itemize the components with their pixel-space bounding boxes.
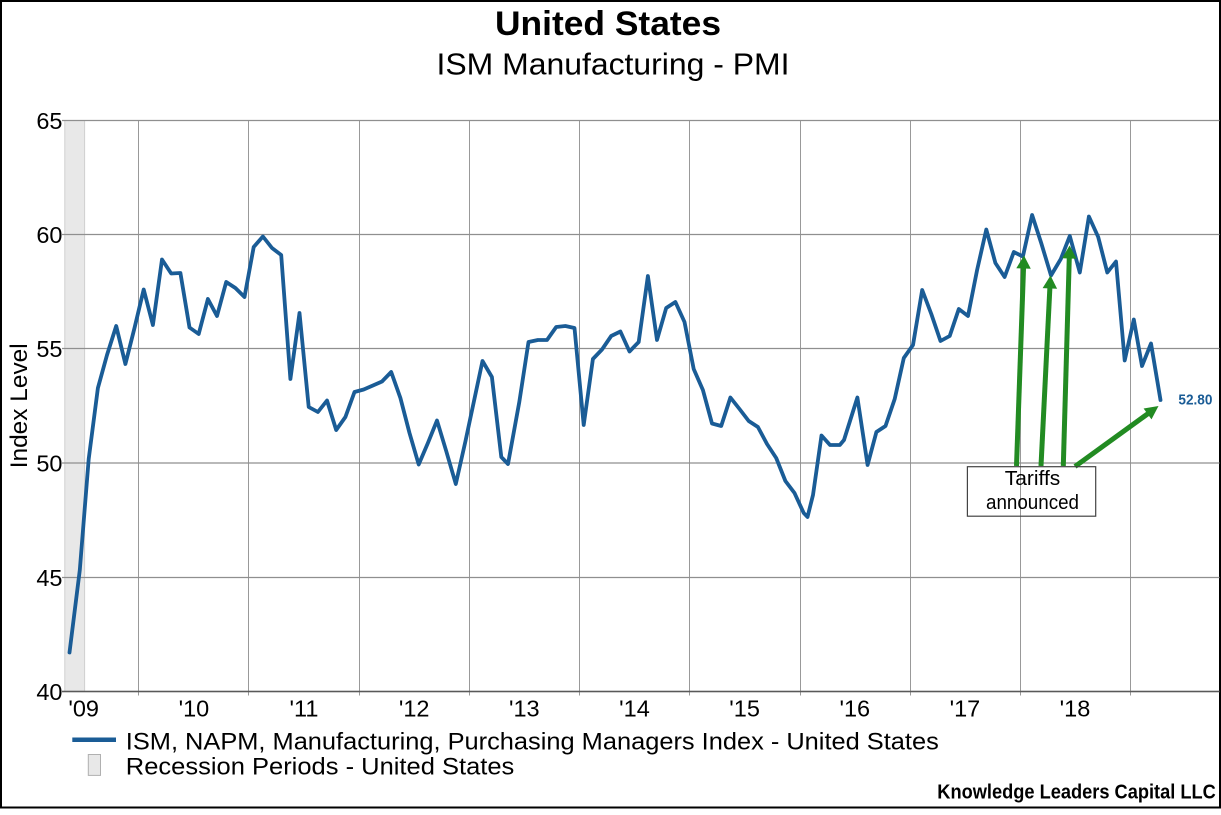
svg-text:'10: '10 xyxy=(179,696,210,722)
svg-text:announced: announced xyxy=(986,492,1079,514)
svg-text:'17: '17 xyxy=(950,696,981,722)
svg-text:'18: '18 xyxy=(1060,696,1091,722)
svg-text:'12: '12 xyxy=(399,696,430,722)
svg-text:45: 45 xyxy=(36,565,62,591)
svg-text:'13: '13 xyxy=(509,696,540,722)
svg-text:60: 60 xyxy=(36,222,62,248)
svg-text:50: 50 xyxy=(36,451,62,477)
svg-text:'09: '09 xyxy=(68,696,99,722)
svg-text:ISM Manufacturing - PMI: ISM Manufacturing - PMI xyxy=(437,47,790,82)
svg-text:Tariffs: Tariffs xyxy=(1005,468,1061,490)
svg-text:Index Level: Index Level xyxy=(6,343,33,468)
svg-text:ISM, NAPM, Manufacturing, Purc: ISM, NAPM, Manufacturing, Purchasing Man… xyxy=(126,729,939,756)
svg-text:Knowledge Leaders Capital LLC: Knowledge Leaders Capital LLC xyxy=(937,780,1216,803)
svg-text:52.80: 52.80 xyxy=(1178,392,1212,409)
svg-text:'15: '15 xyxy=(729,696,760,722)
svg-text:Recession Periods - United Sta: Recession Periods - United States xyxy=(126,754,515,781)
svg-text:55: 55 xyxy=(36,336,62,362)
svg-text:40: 40 xyxy=(36,679,62,705)
svg-text:'14: '14 xyxy=(619,696,650,722)
svg-text:'11: '11 xyxy=(290,696,319,722)
svg-text:United States: United States xyxy=(495,5,721,43)
svg-text:65: 65 xyxy=(36,108,62,134)
svg-text:'16: '16 xyxy=(839,696,870,722)
